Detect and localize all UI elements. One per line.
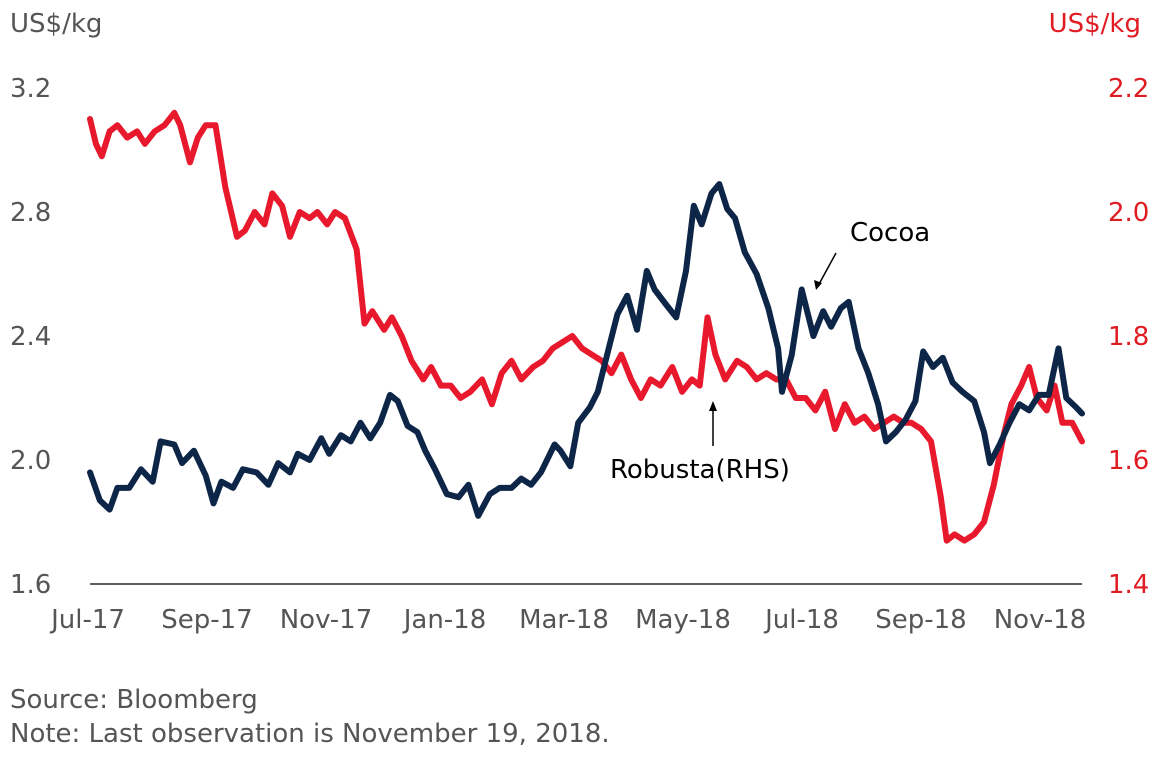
robusta-annotation-label: Robusta(RHS)	[610, 455, 790, 485]
right-axis-tick-label: 2.2	[1108, 74, 1149, 104]
left-axis-tick-label: 1.6	[10, 570, 51, 600]
left-axis-tick-label: 2.8	[10, 198, 51, 228]
right-axis-tick-label: 1.4	[1108, 570, 1149, 600]
x-axis-tick-label: Jul-17	[49, 605, 125, 635]
x-axis-tick-label: Sep-17	[161, 605, 252, 635]
left-axis-tick-label: 2.0	[10, 446, 51, 476]
cocoa-annotation-label: Cocoa	[850, 218, 930, 248]
source-note: Source: Bloomberg	[10, 685, 258, 715]
left-axis-unit: US$/kg	[10, 9, 102, 39]
annotations: Cocoa Robusta(RHS)	[610, 218, 930, 485]
robusta-arrowhead-icon	[709, 401, 717, 411]
right-axis-tick-label: 1.8	[1108, 322, 1149, 352]
x-axis-tick-label: Nov-17	[280, 605, 373, 635]
x-axis-tick-label: Sep-18	[875, 605, 966, 635]
right-axis-unit: US$/kg	[1049, 9, 1141, 39]
left-axis-tick-labels: 1.6 2.0 2.4 2.8 3.2	[10, 74, 51, 600]
right-axis-tick-label: 2.0	[1108, 198, 1149, 228]
series-layer	[87, 109, 1085, 544]
cocoa-arrowhead-icon	[814, 280, 822, 290]
series-line-robusta	[87, 109, 1085, 544]
x-axis-tick-labels: Jul-17 Sep-17 Nov-17 Jan-18 Mar-18 May-18 Jul-…	[49, 605, 1086, 635]
x-axis-tick-label: Jul-18	[763, 605, 839, 635]
x-axis-tick-label: Jan-18	[402, 605, 487, 635]
right-axis-tick-label: 1.6	[1108, 446, 1149, 476]
x-axis-tick-label: May-18	[635, 605, 731, 635]
right-axis-tick-labels: 1.4 1.6 1.8 2.0 2.2	[1108, 74, 1149, 600]
x-axis-tick-label: Mar-18	[519, 605, 609, 635]
x-axis-tick-label: Nov-18	[994, 605, 1087, 635]
left-axis-tick-label: 3.2	[10, 74, 51, 104]
left-axis-tick-label: 2.4	[10, 322, 51, 352]
last-observation-note: Note: Last observation is November 19, 2…	[10, 719, 610, 749]
cocoa-annotation-arrow	[817, 252, 837, 287]
chart: US$/kg US$/kg 1.6 2.0 2.4 2.8 3.2 1.4 1.6 1.8 2…	[10, 9, 1149, 635]
series-line-cocoa	[87, 181, 1085, 519]
